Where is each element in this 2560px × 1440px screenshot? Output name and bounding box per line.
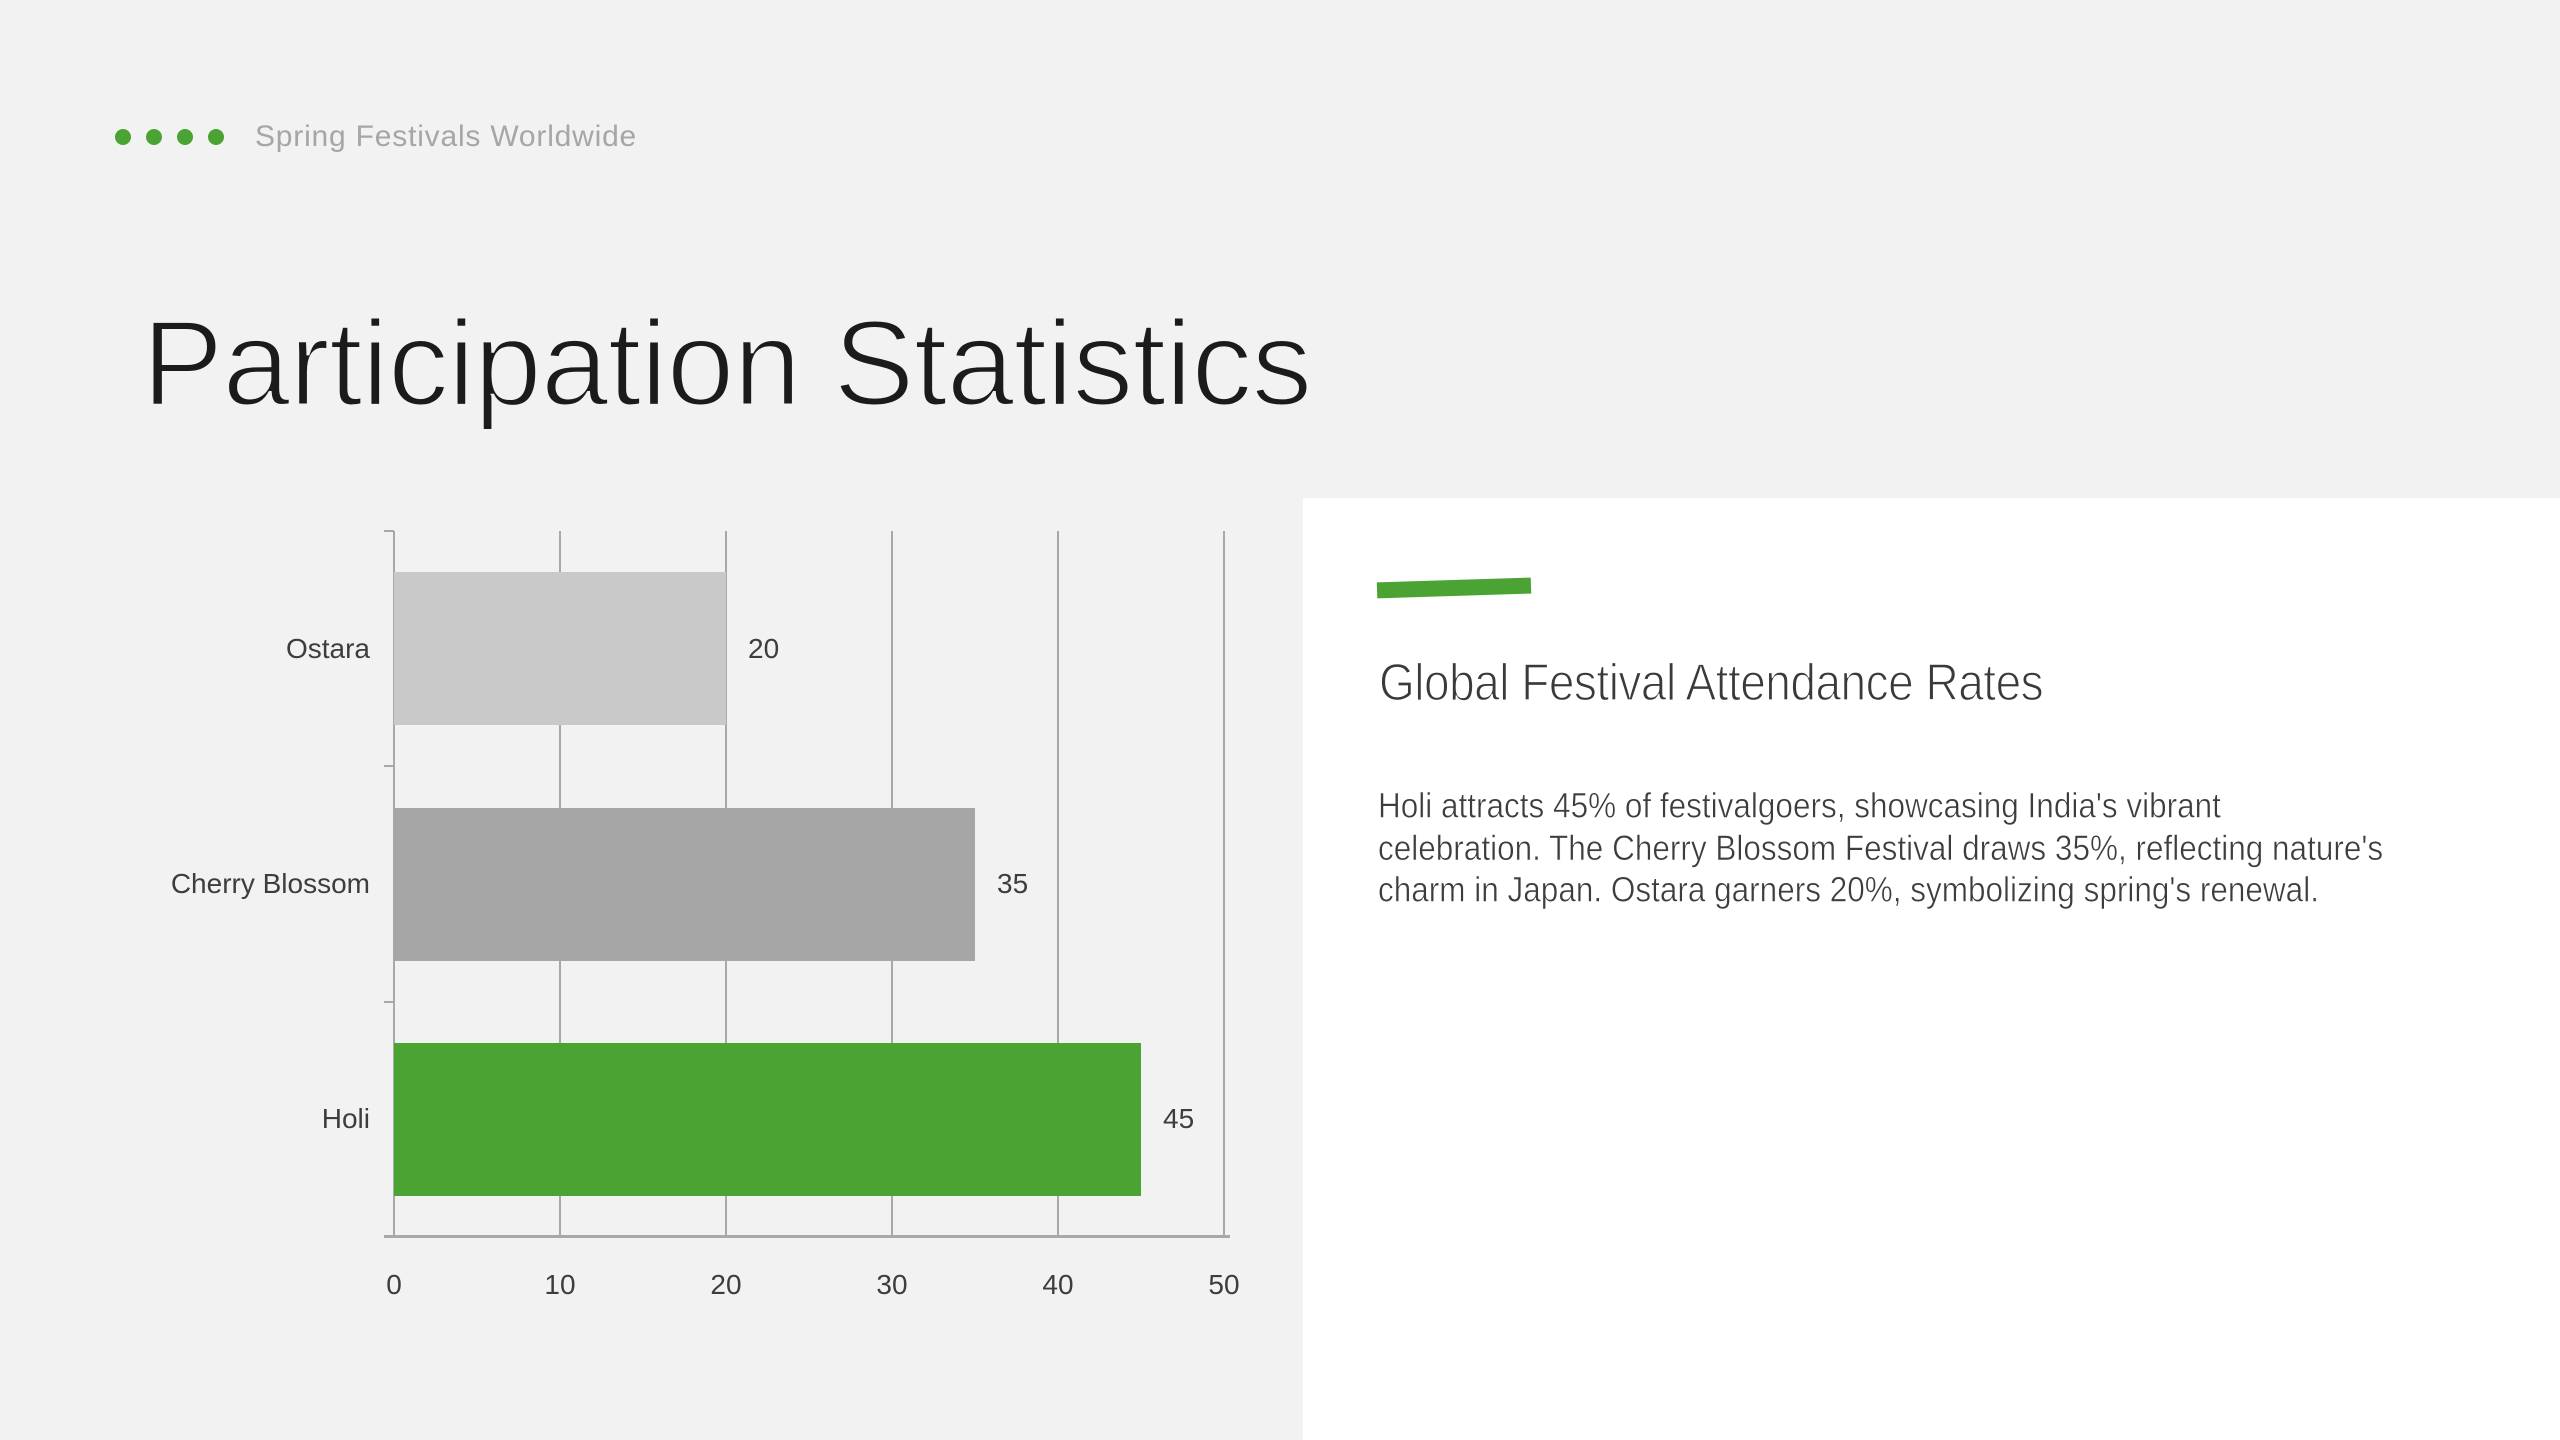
x-tick-label: 30	[876, 1269, 908, 1300]
panel-body: Holi attracts 45% of festivalgoers, show…	[1378, 785, 2384, 910]
x-tick-label: 20	[710, 1269, 742, 1300]
dot-icon	[208, 129, 224, 145]
panel-heading: Global Festival Attendance Rates	[1378, 652, 2044, 712]
gridline	[1057, 531, 1059, 1237]
side-panel	[1303, 498, 2560, 1440]
category-axis-tick	[384, 765, 394, 768]
category-axis-tick	[384, 530, 394, 532]
x-tick-label: 40	[1042, 1269, 1074, 1300]
x-axis-line	[384, 1235, 1230, 1238]
gridline	[1223, 531, 1225, 1237]
category-axis-tick	[384, 1000, 394, 1003]
chart-bar	[394, 1042, 1141, 1196]
value-label: 35	[997, 868, 1029, 899]
dot-icon	[177, 129, 193, 145]
dot-icon	[115, 129, 131, 145]
dot-icon	[146, 129, 162, 145]
page-title: Participation Statistics	[140, 294, 1313, 433]
x-tick-label: 10	[544, 1269, 576, 1300]
category-label: Cherry Blossom	[170, 868, 370, 899]
category-label: Ostara	[285, 632, 370, 664]
chart-bar	[394, 572, 726, 726]
slide-kicker: Spring Festivals Worldwide	[255, 120, 638, 153]
chart-bar	[394, 807, 975, 961]
category-label: Holi	[321, 1103, 370, 1135]
value-label: 45	[1163, 1103, 1195, 1135]
x-tick-label: 0	[386, 1269, 402, 1300]
x-tick-label: 50	[1208, 1269, 1240, 1300]
value-label: 20	[748, 632, 780, 664]
category-axis-tick	[384, 1236, 394, 1238]
